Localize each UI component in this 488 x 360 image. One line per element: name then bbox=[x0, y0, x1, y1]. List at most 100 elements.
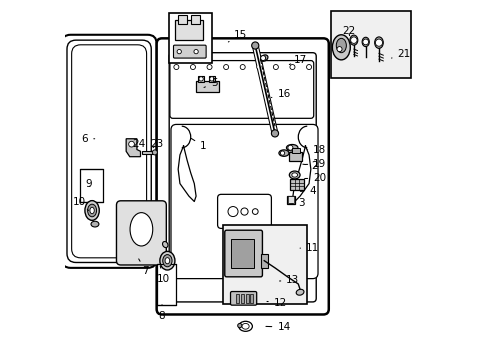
Text: 9: 9 bbox=[85, 179, 92, 189]
Circle shape bbox=[128, 141, 134, 147]
Circle shape bbox=[256, 64, 261, 69]
Circle shape bbox=[152, 150, 157, 155]
FancyBboxPatch shape bbox=[156, 39, 328, 315]
Circle shape bbox=[251, 42, 258, 49]
Polygon shape bbox=[126, 139, 140, 157]
Text: 14: 14 bbox=[265, 322, 290, 332]
Circle shape bbox=[177, 49, 181, 54]
Text: 1: 1 bbox=[191, 139, 206, 151]
Text: 7: 7 bbox=[139, 259, 149, 276]
Bar bbox=[190, 15, 199, 24]
Circle shape bbox=[375, 39, 382, 46]
Ellipse shape bbox=[162, 242, 167, 248]
Bar bbox=[80, 169, 102, 202]
Text: 12: 12 bbox=[266, 298, 286, 308]
Ellipse shape bbox=[278, 150, 288, 156]
Bar bbox=[198, 76, 204, 82]
Ellipse shape bbox=[87, 204, 96, 217]
Ellipse shape bbox=[160, 251, 175, 270]
Bar bbox=[230, 239, 254, 268]
Circle shape bbox=[252, 209, 258, 215]
Text: 17: 17 bbox=[289, 55, 306, 65]
Circle shape bbox=[227, 207, 238, 217]
FancyBboxPatch shape bbox=[72, 45, 146, 258]
Text: 22: 22 bbox=[341, 26, 354, 36]
Bar bbox=[286, 196, 294, 204]
FancyBboxPatch shape bbox=[67, 40, 151, 262]
Ellipse shape bbox=[163, 255, 172, 267]
Circle shape bbox=[206, 64, 212, 69]
Ellipse shape bbox=[91, 221, 99, 227]
Circle shape bbox=[194, 49, 198, 54]
Circle shape bbox=[287, 145, 292, 150]
FancyBboxPatch shape bbox=[171, 125, 317, 279]
FancyBboxPatch shape bbox=[169, 60, 313, 118]
Text: 21: 21 bbox=[391, 49, 410, 59]
Ellipse shape bbox=[296, 289, 304, 295]
Ellipse shape bbox=[332, 35, 349, 60]
Ellipse shape bbox=[362, 37, 368, 46]
Ellipse shape bbox=[289, 171, 300, 179]
Bar bbox=[178, 15, 187, 24]
Text: 6: 6 bbox=[81, 134, 95, 144]
Text: 16: 16 bbox=[271, 89, 290, 99]
Bar bbox=[156, 264, 176, 305]
Ellipse shape bbox=[349, 35, 357, 45]
FancyBboxPatch shape bbox=[61, 35, 156, 268]
Bar bbox=[236, 294, 239, 303]
Bar bbox=[169, 13, 212, 63]
Bar bbox=[260, 253, 267, 268]
Text: 4: 4 bbox=[300, 186, 315, 196]
Text: 15: 15 bbox=[228, 30, 247, 42]
Text: 2: 2 bbox=[302, 161, 317, 171]
Text: 18: 18 bbox=[307, 144, 326, 154]
Text: 13: 13 bbox=[279, 275, 299, 285]
FancyBboxPatch shape bbox=[169, 53, 316, 302]
Bar bbox=[330, 12, 410, 78]
Circle shape bbox=[241, 208, 247, 215]
Circle shape bbox=[199, 77, 203, 81]
Ellipse shape bbox=[165, 258, 169, 264]
FancyBboxPatch shape bbox=[217, 194, 271, 228]
Circle shape bbox=[240, 64, 244, 69]
FancyBboxPatch shape bbox=[224, 230, 262, 277]
Bar bbox=[250, 294, 253, 303]
Ellipse shape bbox=[286, 144, 297, 151]
Bar bbox=[208, 76, 215, 82]
Bar bbox=[223, 225, 306, 304]
Ellipse shape bbox=[242, 323, 249, 329]
Bar bbox=[241, 294, 244, 303]
Circle shape bbox=[362, 39, 368, 45]
Bar bbox=[245, 294, 248, 303]
Bar bbox=[142, 150, 153, 154]
Text: 19: 19 bbox=[305, 159, 326, 169]
Text: 10: 10 bbox=[73, 197, 88, 211]
FancyBboxPatch shape bbox=[173, 45, 206, 58]
Ellipse shape bbox=[130, 213, 152, 246]
Text: 11: 11 bbox=[300, 243, 319, 253]
Circle shape bbox=[289, 64, 294, 69]
Ellipse shape bbox=[336, 39, 346, 53]
Bar bbox=[196, 81, 219, 92]
Circle shape bbox=[273, 64, 278, 69]
FancyBboxPatch shape bbox=[116, 201, 166, 265]
Ellipse shape bbox=[291, 173, 297, 177]
Bar bbox=[289, 179, 304, 190]
Text: 23: 23 bbox=[150, 139, 163, 149]
Circle shape bbox=[223, 64, 228, 69]
Ellipse shape bbox=[90, 207, 94, 214]
Circle shape bbox=[209, 77, 214, 81]
Ellipse shape bbox=[238, 321, 252, 331]
Circle shape bbox=[260, 55, 265, 60]
Ellipse shape bbox=[374, 37, 383, 48]
Text: 5: 5 bbox=[203, 78, 217, 88]
Text: 24: 24 bbox=[132, 139, 145, 149]
Ellipse shape bbox=[85, 201, 99, 220]
Text: 3: 3 bbox=[288, 198, 305, 208]
Circle shape bbox=[190, 64, 195, 69]
Bar bbox=[287, 197, 293, 203]
FancyBboxPatch shape bbox=[230, 292, 256, 305]
Bar bbox=[291, 148, 299, 153]
Circle shape bbox=[336, 46, 341, 51]
Text: 8: 8 bbox=[159, 305, 165, 320]
